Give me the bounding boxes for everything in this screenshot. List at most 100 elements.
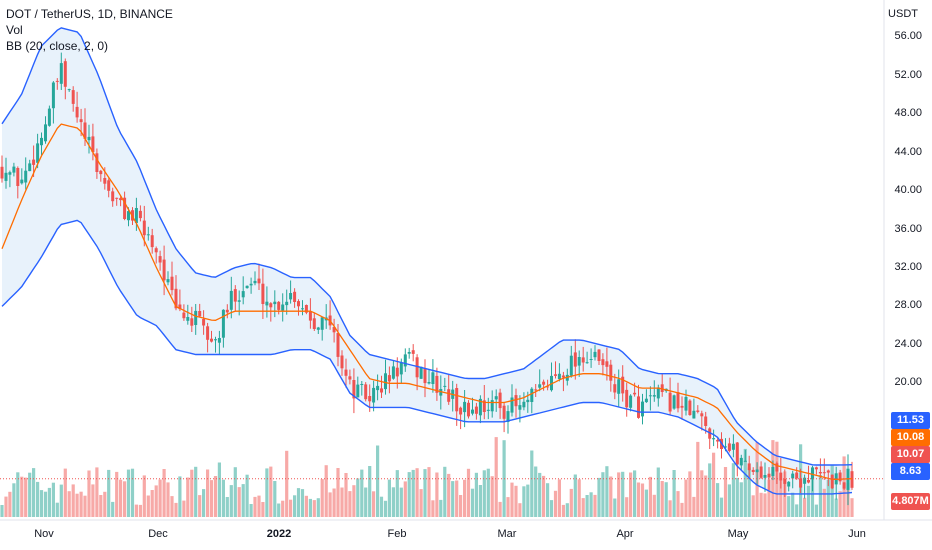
candle-body xyxy=(249,283,253,286)
volume-bar xyxy=(435,472,439,517)
candle-body xyxy=(648,395,652,397)
volume-bar xyxy=(534,466,538,517)
volume-bar xyxy=(123,481,127,517)
volume-bar xyxy=(735,477,739,517)
candle-body xyxy=(526,399,530,403)
volume-bar xyxy=(63,468,67,517)
candle-body xyxy=(581,357,585,363)
bollinger-indicator-label[interactable]: BB (20, close, 2, 0) xyxy=(6,39,109,53)
volume-bar xyxy=(621,471,625,517)
candle-body xyxy=(459,407,463,415)
volume-bar xyxy=(202,489,206,517)
volume-bar xyxy=(569,488,573,517)
time-tick-label: Dec xyxy=(148,528,168,540)
candle-body xyxy=(16,168,20,186)
symbol-title[interactable]: DOT / TetherUS, 1D, BINANCE xyxy=(6,7,173,21)
volume-bar xyxy=(249,504,253,517)
volume-bar xyxy=(719,497,724,517)
volume-bar xyxy=(803,497,807,517)
candle-body xyxy=(688,400,692,415)
currency-label: USDT xyxy=(888,8,918,20)
candle-body xyxy=(186,317,190,321)
bb-lower-tag: 8.63 xyxy=(891,463,930,480)
candle-body xyxy=(546,386,550,388)
volume-bar xyxy=(826,479,830,517)
candle-body xyxy=(704,416,708,426)
candle-body xyxy=(850,471,854,488)
volume-bar xyxy=(4,496,8,517)
candle-body xyxy=(447,389,451,402)
volume-bar xyxy=(676,491,680,517)
candle-body xyxy=(289,293,293,300)
candle-body xyxy=(190,318,194,326)
candle-body xyxy=(779,472,783,481)
candle-body xyxy=(625,389,629,408)
candle-body xyxy=(297,301,300,307)
volume-bar xyxy=(154,485,158,517)
bollinger-band-fill xyxy=(2,27,852,494)
volume-bar xyxy=(182,500,186,517)
candle-body xyxy=(427,382,431,384)
candle-body xyxy=(348,376,352,380)
candle-body xyxy=(561,375,565,378)
candle-body xyxy=(589,359,593,360)
volume-bar xyxy=(463,479,467,517)
candle-body xyxy=(482,400,486,412)
volume-bar xyxy=(731,463,735,517)
volume-bar xyxy=(553,490,558,517)
candle-body xyxy=(751,469,755,472)
candle-body xyxy=(24,170,28,183)
candle-body xyxy=(431,372,435,384)
candle-body xyxy=(637,396,640,418)
volume-bar xyxy=(194,466,198,517)
volume-bar xyxy=(8,491,12,517)
volume-bar xyxy=(672,470,676,517)
candle-body xyxy=(641,401,644,417)
candle-body xyxy=(265,301,269,306)
volume-bar xyxy=(470,488,475,517)
candle-body xyxy=(344,369,348,376)
candle-body xyxy=(257,278,261,284)
candle-body xyxy=(759,466,763,478)
volume-bar xyxy=(704,475,708,517)
volume-bar xyxy=(443,466,447,517)
time-tick-label: Mar xyxy=(497,528,517,540)
candle-body xyxy=(146,234,150,236)
candle-body xyxy=(356,384,360,398)
volume-bar xyxy=(387,479,391,517)
candle-body xyxy=(767,473,771,478)
candle-body xyxy=(75,106,79,118)
candle-body xyxy=(585,362,589,364)
candle-body xyxy=(830,474,834,489)
candle-body xyxy=(727,443,731,451)
candle-body xyxy=(573,352,577,367)
volume-bar xyxy=(482,470,486,517)
candle-body xyxy=(138,210,142,219)
candle-body xyxy=(253,280,257,284)
candle-body xyxy=(166,279,170,283)
candle-body xyxy=(174,288,178,309)
volume-bar xyxy=(16,472,20,517)
volume-bar xyxy=(573,474,577,517)
volume-bar xyxy=(130,468,135,517)
volume-bar xyxy=(431,500,435,517)
volume-bar xyxy=(459,495,463,517)
volume-bar xyxy=(498,501,502,517)
candle-body xyxy=(301,308,304,310)
volume-bar xyxy=(538,472,542,517)
volume-bar xyxy=(403,481,407,517)
last-price-tag: 10.07 xyxy=(891,446,930,463)
candle-body xyxy=(411,350,415,354)
volume-bar xyxy=(751,495,755,517)
candle-body xyxy=(739,457,743,466)
volume-indicator-label[interactable]: Vol xyxy=(6,23,23,37)
candle-body xyxy=(4,172,8,181)
candle-body xyxy=(63,61,67,87)
candle-body xyxy=(763,475,767,478)
candle-body xyxy=(47,108,51,126)
volume-bar xyxy=(372,491,376,517)
volume-bar xyxy=(411,469,415,517)
candle-body xyxy=(668,392,672,412)
